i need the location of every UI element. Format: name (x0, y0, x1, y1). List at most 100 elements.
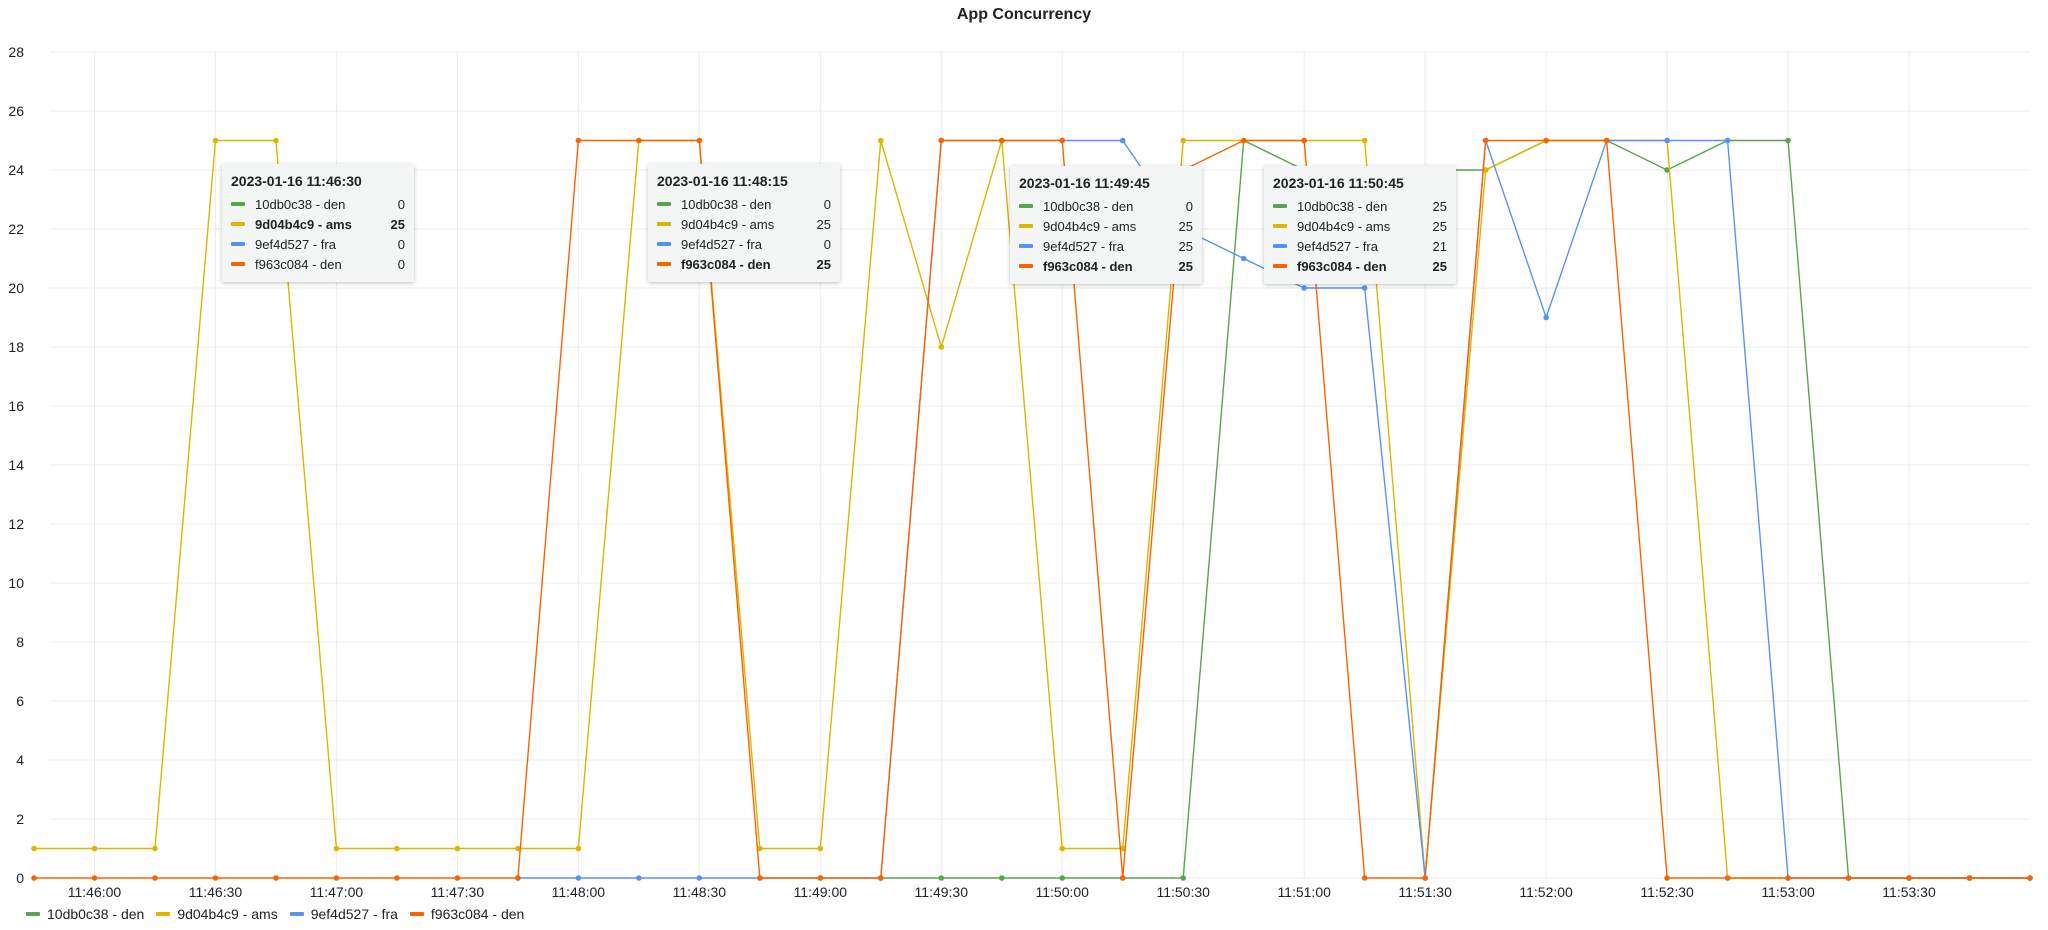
data-point[interactable] (1482, 167, 1489, 173)
data-point[interactable] (454, 845, 461, 852)
tooltip-series-name: f963c084 - den (681, 256, 771, 272)
data-point[interactable] (938, 137, 945, 144)
data-point[interactable] (1301, 285, 1307, 291)
series-swatch (1273, 204, 1287, 208)
tooltip-row: 10db0c38 - den 25 (1273, 196, 1447, 216)
data-point[interactable] (938, 344, 945, 350)
data-point[interactable] (636, 875, 642, 881)
data-point[interactable] (817, 845, 824, 852)
data-point[interactable] (1361, 137, 1368, 144)
tooltip-row: 9ef4d527 - fra 0 (231, 234, 405, 254)
data-point[interactable] (998, 875, 1005, 881)
data-point[interactable] (696, 137, 703, 144)
legend-item-f963c084[interactable]: f963c084 - den (409, 906, 525, 922)
tooltip-series-value: 25 (1178, 218, 1193, 234)
x-tick-label: 11:52:00 (1519, 884, 1573, 900)
data-point[interactable] (998, 137, 1005, 144)
legend-item-9ef4d527[interactable]: 9ef4d527 - fra (289, 906, 398, 922)
legend-item-9d04b4c9[interactable]: 9d04b4c9 - ams (156, 906, 278, 922)
data-point[interactable] (1603, 137, 1610, 144)
tooltip-row: 10db0c38 - den 0 (657, 194, 831, 214)
series-layer (31, 137, 2033, 881)
data-point[interactable] (1664, 137, 1670, 144)
data-point[interactable] (1664, 167, 1670, 173)
series-swatch (1019, 244, 1033, 248)
data-point[interactable] (31, 845, 37, 852)
data-point[interactable] (817, 875, 824, 881)
data-point[interactable] (1240, 255, 1247, 262)
x-axis: 11:46:00 11:46:30 11:47:00 11:47:30 11:48:00… (68, 884, 1936, 900)
data-point[interactable] (636, 137, 642, 144)
data-point[interactable] (273, 137, 279, 144)
data-point[interactable] (1724, 875, 1731, 881)
data-point[interactable] (1119, 845, 1126, 852)
tooltip-series-value: 25 (1432, 198, 1447, 214)
data-point[interactable] (1059, 845, 1066, 852)
x-tick-label: 11:47:30 (431, 884, 485, 900)
data-point[interactable] (1180, 875, 1187, 881)
data-point[interactable] (212, 875, 219, 881)
data-point[interactable] (1906, 875, 1912, 881)
data-point[interactable] (575, 137, 582, 144)
data-point[interactable] (1059, 875, 1066, 881)
data-point[interactable] (1361, 285, 1368, 291)
data-point[interactable] (877, 875, 884, 881)
series-swatch (1019, 264, 1033, 268)
data-point[interactable] (1240, 137, 1247, 144)
data-point[interactable] (333, 875, 340, 881)
data-point[interactable] (696, 875, 703, 881)
data-point[interactable] (1482, 137, 1489, 144)
data-point[interactable] (2027, 875, 2033, 881)
data-point[interactable] (1180, 137, 1187, 144)
data-point[interactable] (1361, 875, 1368, 881)
data-point[interactable] (757, 845, 763, 852)
y-tick-label: 22 (8, 221, 24, 237)
data-point[interactable] (1543, 314, 1549, 321)
data-point[interactable] (152, 875, 158, 881)
data-point[interactable] (454, 875, 461, 881)
data-point[interactable] (1664, 875, 1670, 881)
data-point[interactable] (1785, 137, 1791, 144)
data-point[interactable] (91, 845, 98, 852)
legend-item-10db0c38[interactable]: 10db0c38 - den (26, 906, 144, 922)
tooltip-series-name: 10db0c38 - den (1043, 198, 1134, 214)
tooltip-row: 10db0c38 - den 0 (1019, 196, 1193, 216)
data-point[interactable] (515, 845, 521, 852)
data-point[interactable] (938, 875, 945, 881)
x-tick-label: 11:46:00 (68, 884, 122, 900)
data-point[interactable] (1724, 137, 1731, 144)
data-point[interactable] (394, 845, 400, 852)
data-point[interactable] (1543, 137, 1549, 144)
legend-label: f963c084 - den (430, 906, 525, 922)
data-point[interactable] (757, 875, 763, 881)
series-3 (31, 137, 2033, 881)
data-point[interactable] (91, 875, 98, 881)
data-point[interactable] (1785, 875, 1791, 881)
data-point[interactable] (1845, 875, 1852, 881)
x-tick-label: 11:48:30 (673, 884, 727, 900)
data-point[interactable] (515, 875, 521, 881)
data-point[interactable] (1119, 875, 1126, 881)
data-point[interactable] (212, 137, 219, 144)
data-point[interactable] (394, 875, 400, 881)
data-point[interactable] (1119, 137, 1126, 144)
data-point[interactable] (31, 875, 37, 881)
data-point[interactable] (273, 875, 279, 881)
data-point[interactable] (575, 845, 582, 852)
x-tick-label: 11:53:30 (1882, 884, 1936, 900)
tooltip-series-name: 10db0c38 - den (1297, 198, 1388, 214)
data-point[interactable] (877, 137, 884, 144)
x-tick-label: 11:49:00 (794, 884, 848, 900)
tooltip-series-value: 0 (397, 196, 405, 212)
data-point[interactable] (1966, 875, 1973, 881)
data-point[interactable] (152, 845, 158, 852)
tooltip-row: 9ef4d527 - fra 0 (657, 234, 831, 254)
y-tick-label: 24 (8, 162, 24, 178)
data-point[interactable] (1059, 137, 1066, 144)
tooltip-series-value: 21 (1432, 238, 1447, 254)
data-point[interactable] (333, 845, 340, 852)
data-point[interactable] (575, 875, 582, 881)
data-point[interactable] (1301, 137, 1307, 144)
data-point[interactable] (1422, 875, 1428, 881)
